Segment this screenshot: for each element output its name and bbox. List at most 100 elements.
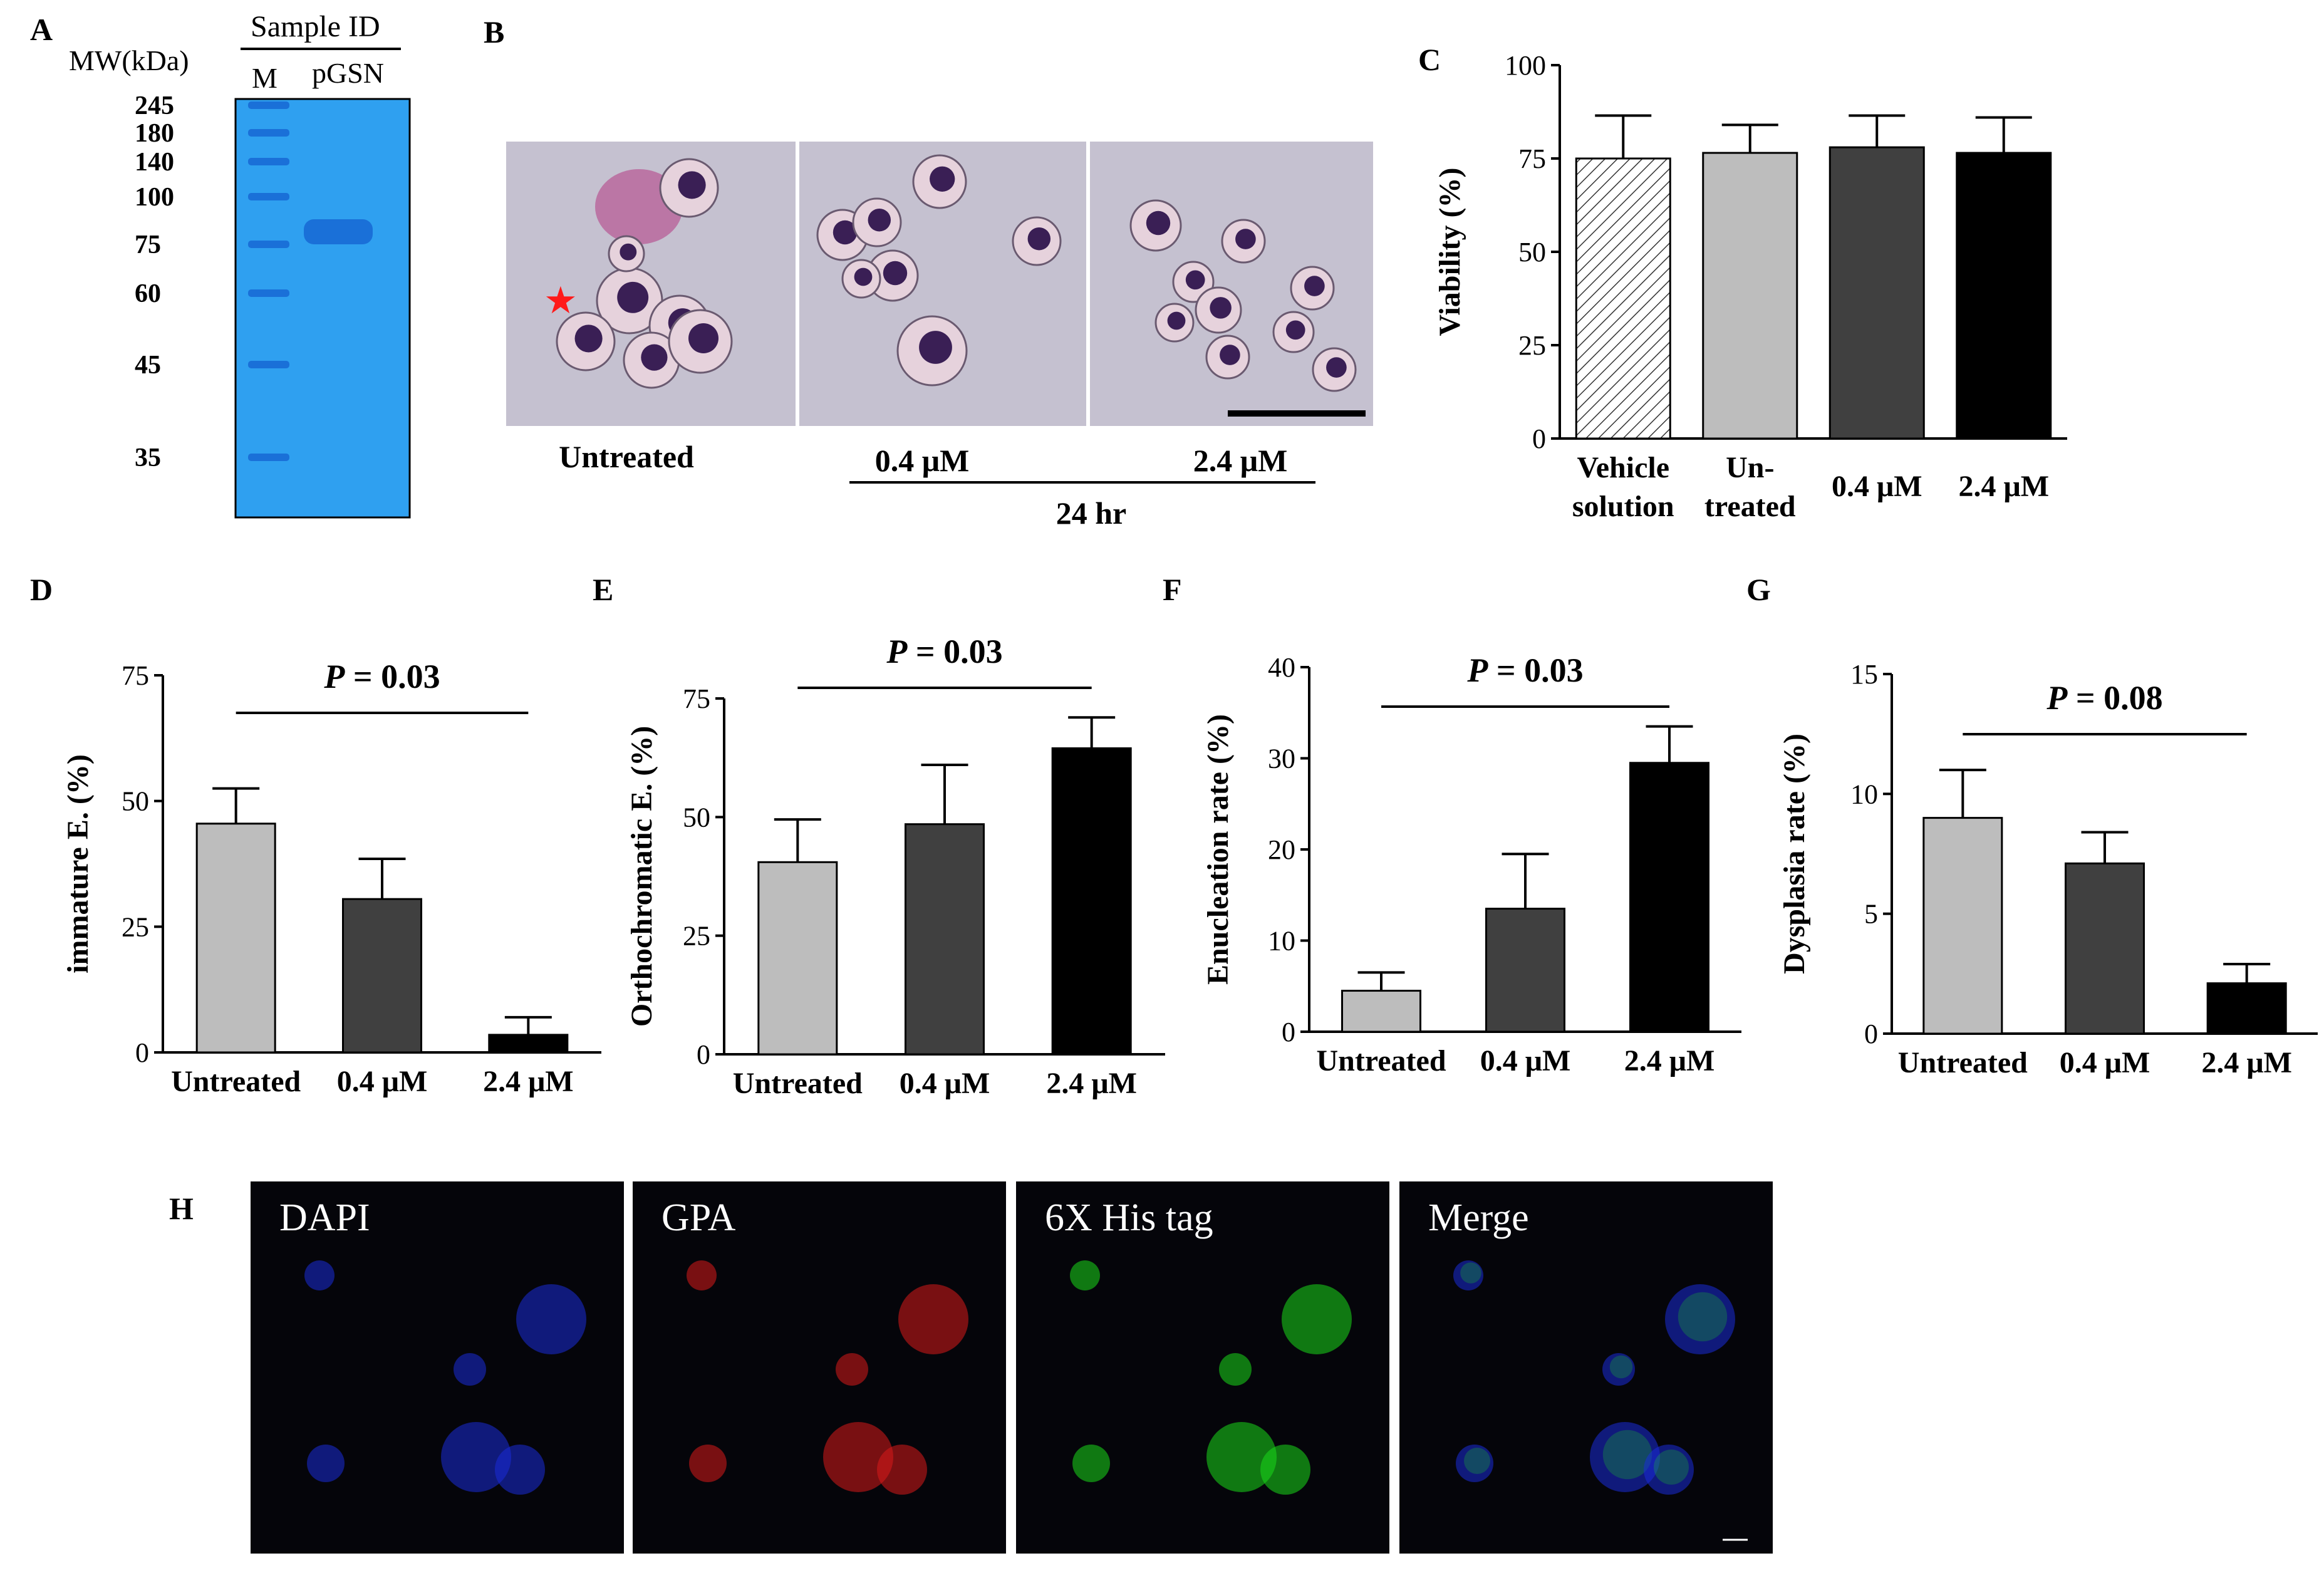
panel-letter-b: B <box>484 14 505 49</box>
cell-nucleus <box>1185 270 1205 290</box>
pgsn-band <box>304 219 373 244</box>
pvalue-label: P = 0.08 <box>2046 679 2162 717</box>
micrograph-2 <box>1090 142 1373 426</box>
mw-label: MW(kDa) <box>69 44 189 76</box>
fluor-blob <box>304 1260 335 1290</box>
y-tick-label: 75 <box>122 660 149 691</box>
cell-nucleus <box>1326 357 1347 378</box>
y-axis-label: Dysplasia rate (%) <box>1778 734 1811 974</box>
y-tick-label: 10 <box>1850 779 1878 809</box>
fluor-blob <box>307 1445 345 1482</box>
ladder-band <box>248 289 289 297</box>
bar <box>1702 152 1798 440</box>
y-tick-label: 0 <box>697 1039 710 1070</box>
ladder-band <box>248 101 289 109</box>
y-axis-label: Orthochromatic E. (%) <box>625 726 658 1027</box>
bar <box>2065 862 2145 1035</box>
ladder-band <box>248 193 289 200</box>
merge-blob-green <box>1460 1262 1481 1284</box>
fluor-blob <box>1282 1284 1352 1354</box>
x-tick-label: 0.4 μM <box>337 1065 428 1098</box>
y-tick-label: 50 <box>683 802 710 833</box>
label-2-4um: 2.4 μM <box>1193 443 1288 478</box>
fluor-blob <box>1206 1422 1277 1492</box>
channel-label: Merge <box>1428 1196 1529 1239</box>
y-tick-label: 0 <box>1532 423 1546 454</box>
fluor-blob <box>836 1353 868 1386</box>
y-tick-label: 25 <box>1518 330 1546 361</box>
panel-b-micrographs: ★ Untreated 0.4 μM 2.4 μM 24 hr <box>506 142 1373 531</box>
merge-blob-blue <box>1644 1445 1694 1495</box>
merge-blob-blue <box>1456 1445 1493 1482</box>
y-tick-label: 75 <box>683 683 710 714</box>
y-tick-label: 50 <box>122 786 149 817</box>
x-tick-label: 0.4 μM <box>1832 470 1922 503</box>
mw-marker-label: 75 <box>135 231 161 259</box>
x-tick-label: treated <box>1704 490 1796 523</box>
y-tick-label: 15 <box>1850 659 1878 690</box>
x-tick-label: Vehicle <box>1577 451 1669 484</box>
gel-header: Sample ID <box>251 10 380 43</box>
fluor-blob <box>516 1284 586 1354</box>
cell-nucleus <box>1285 320 1305 340</box>
fluor-blob <box>441 1422 511 1492</box>
y-tick-label: 25 <box>122 911 149 942</box>
bar <box>2206 982 2287 1035</box>
fluor-blob <box>1260 1445 1310 1495</box>
bar <box>757 861 838 1056</box>
bar <box>1956 152 2052 440</box>
panel-g-chart: 0 5 10 15 Dysplasia rate (%) Untreated 0.4 μM 2… <box>1778 659 2318 1079</box>
cell-nucleus <box>1304 276 1325 296</box>
merge-blob-green <box>1609 1355 1633 1379</box>
bar <box>905 823 985 1056</box>
y-axis-label: immature E. (%) <box>61 754 95 973</box>
cell-nucleus <box>868 208 891 232</box>
bar <box>1341 990 1421 1033</box>
star-marker: ★ <box>544 280 578 321</box>
micrograph-1 <box>799 142 1086 426</box>
panel-f-chart: 0 10 20 30 40 Enucleation rate (%) Untreated 0.… <box>1201 651 1741 1077</box>
ladder-band <box>248 158 289 165</box>
cell-nucleus <box>883 261 908 286</box>
merge-blob-green <box>1602 1430 1652 1480</box>
cell-nucleus <box>678 171 706 199</box>
x-tick-label: 2.4 μM <box>1958 470 2049 503</box>
gel-image <box>234 98 411 519</box>
y-tick-label: 0 <box>1282 1017 1295 1047</box>
x-tick-label: 0.4 μM <box>1480 1044 1571 1077</box>
panel-letter-f: F <box>1163 572 1182 607</box>
y-tick-label: 20 <box>1268 834 1295 865</box>
merge-blob-green <box>1464 1448 1490 1474</box>
lane-label-pgsn: pGSN <box>312 57 384 89</box>
ladder-band <box>248 129 289 137</box>
fluor-blob <box>1070 1260 1100 1290</box>
merge-blob-blue <box>1590 1422 1660 1492</box>
panel-letter-e: E <box>593 572 614 607</box>
fluor-blob <box>1219 1353 1252 1386</box>
pvalue-label: P = 0.03 <box>1466 651 1583 689</box>
cell-nucleus <box>854 267 873 286</box>
x-tick-label: 2.4 μM <box>1624 1044 1715 1077</box>
cell-nucleus <box>688 323 718 353</box>
cell-nucleus <box>833 220 858 245</box>
lane-label-m: M <box>252 62 278 94</box>
fluor-panel-2: 6X His tag <box>1016 1181 1389 1554</box>
label-0-4um: 0.4 μM <box>875 443 970 478</box>
fluor-panel-1: GPA <box>633 1181 1006 1554</box>
channel-label: DAPI <box>279 1196 370 1239</box>
bar <box>1051 747 1132 1056</box>
mw-marker-label: 35 <box>135 444 161 472</box>
channel-label: 6X His tag <box>1045 1196 1213 1239</box>
fluor-panel-0: DAPI <box>251 1181 624 1554</box>
cell-nucleus <box>574 324 603 353</box>
cell-nucleus <box>1235 229 1256 249</box>
x-tick-label: 0.4 μM <box>2060 1046 2150 1079</box>
x-tick-label: Untreated <box>1316 1044 1446 1077</box>
y-tick-label: 75 <box>1518 143 1546 174</box>
bar <box>342 898 422 1054</box>
x-tick-label: Untreated <box>733 1067 863 1100</box>
fluor-blob <box>689 1445 727 1482</box>
ladder-band <box>248 241 289 248</box>
merge-blob-green <box>1678 1292 1728 1342</box>
y-tick-label: 10 <box>1268 926 1295 957</box>
